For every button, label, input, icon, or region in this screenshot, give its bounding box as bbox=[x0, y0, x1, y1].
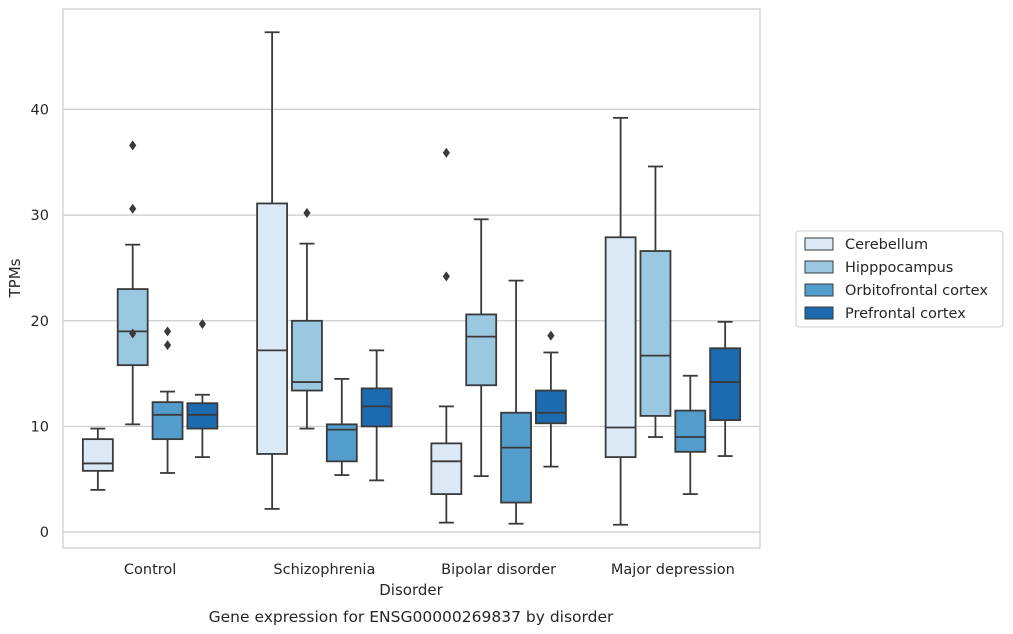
y-axis-label: TPMs bbox=[6, 258, 24, 298]
legend-label-1: Hipppocampus bbox=[845, 260, 953, 276]
box-3-0-iqr-box bbox=[186, 402, 219, 430]
y-tick-label-20: 20 bbox=[31, 314, 49, 330]
x-tick-label-1: Schizophrenia bbox=[273, 562, 375, 578]
x-axis-ticks: Control Schizophrenia Bipolar disorder Majo… bbox=[124, 562, 735, 578]
box-0-3-iqr-box bbox=[604, 236, 637, 459]
y-tick-label-40: 40 bbox=[31, 102, 49, 118]
series-orbitofrontal-cortex bbox=[151, 279, 707, 525]
box-2-0-iqr-box bbox=[151, 401, 184, 441]
plot-area-frame bbox=[62, 8, 761, 549]
x-tick-label-3: Major depression bbox=[611, 562, 735, 578]
x-axis-label: Disorder bbox=[379, 581, 443, 599]
box-1-0-outlier-2 bbox=[129, 140, 137, 151]
legend-box bbox=[795, 230, 1004, 328]
legend-label-3: Prefrontal cortex bbox=[845, 306, 966, 322]
box-1-3-iqr-box bbox=[639, 250, 672, 417]
box-1-0-outlier-1 bbox=[129, 203, 137, 214]
legend: Cerebellum Hipppocampus Orbitofrontal cort… bbox=[795, 230, 1004, 328]
box-2-0-outlier-0 bbox=[163, 340, 172, 351]
legend-swatch-0 bbox=[804, 237, 834, 251]
box-2-2-iqr-box bbox=[500, 411, 532, 504]
box-3-2-iqr-box bbox=[535, 389, 567, 425]
y-tick-label-30: 30 bbox=[31, 208, 49, 224]
x-tick-label-0: Control bbox=[124, 562, 176, 578]
y-tick-label-10: 10 bbox=[31, 419, 49, 435]
box-1-1-iqr-box bbox=[291, 319, 323, 392]
box-2-3-iqr-box bbox=[674, 409, 707, 453]
box-0-2-iqr-box bbox=[430, 442, 463, 495]
box-1-0-outlier-0 bbox=[129, 328, 137, 339]
series-prefrontal-cortex bbox=[186, 318, 742, 482]
box-0-1-iqr-box bbox=[256, 202, 288, 455]
x-tick-label-2: Bipolar disorder bbox=[441, 562, 556, 578]
box-1-0-iqr-box bbox=[116, 288, 149, 367]
box-series bbox=[81, 31, 742, 526]
legend-swatch-2 bbox=[804, 283, 834, 297]
legend-label-2: Orbitofrontal cortex bbox=[845, 283, 988, 299]
box-3-0-outlier-0 bbox=[198, 318, 206, 329]
box-3-3-iqr-box bbox=[709, 347, 742, 422]
box-2-0-outlier-1 bbox=[163, 326, 172, 337]
box-3-1-iqr-box bbox=[360, 387, 393, 428]
series-cerebellum bbox=[81, 31, 637, 526]
y-tick-label-0: 0 bbox=[40, 525, 49, 541]
box-1-1-outlier-0 bbox=[303, 207, 311, 218]
box-0-2-outlier-1 bbox=[442, 147, 450, 158]
legend-label-0: Cerebellum bbox=[845, 237, 928, 253]
box-1-2-iqr-box bbox=[465, 313, 498, 387]
series-hipppocampus bbox=[116, 140, 672, 478]
chart-caption: Gene expression for ENSG00000269837 by d… bbox=[209, 608, 614, 626]
box-3-2-outlier-0 bbox=[547, 330, 555, 341]
legend-swatch-3 bbox=[804, 306, 834, 320]
box-0-2-outlier-0 bbox=[442, 271, 450, 282]
box-0-0-iqr-box bbox=[81, 438, 114, 472]
legend-swatch-1 bbox=[804, 260, 834, 274]
y-axis-ticks: 0 10 20 30 40 bbox=[31, 102, 49, 541]
